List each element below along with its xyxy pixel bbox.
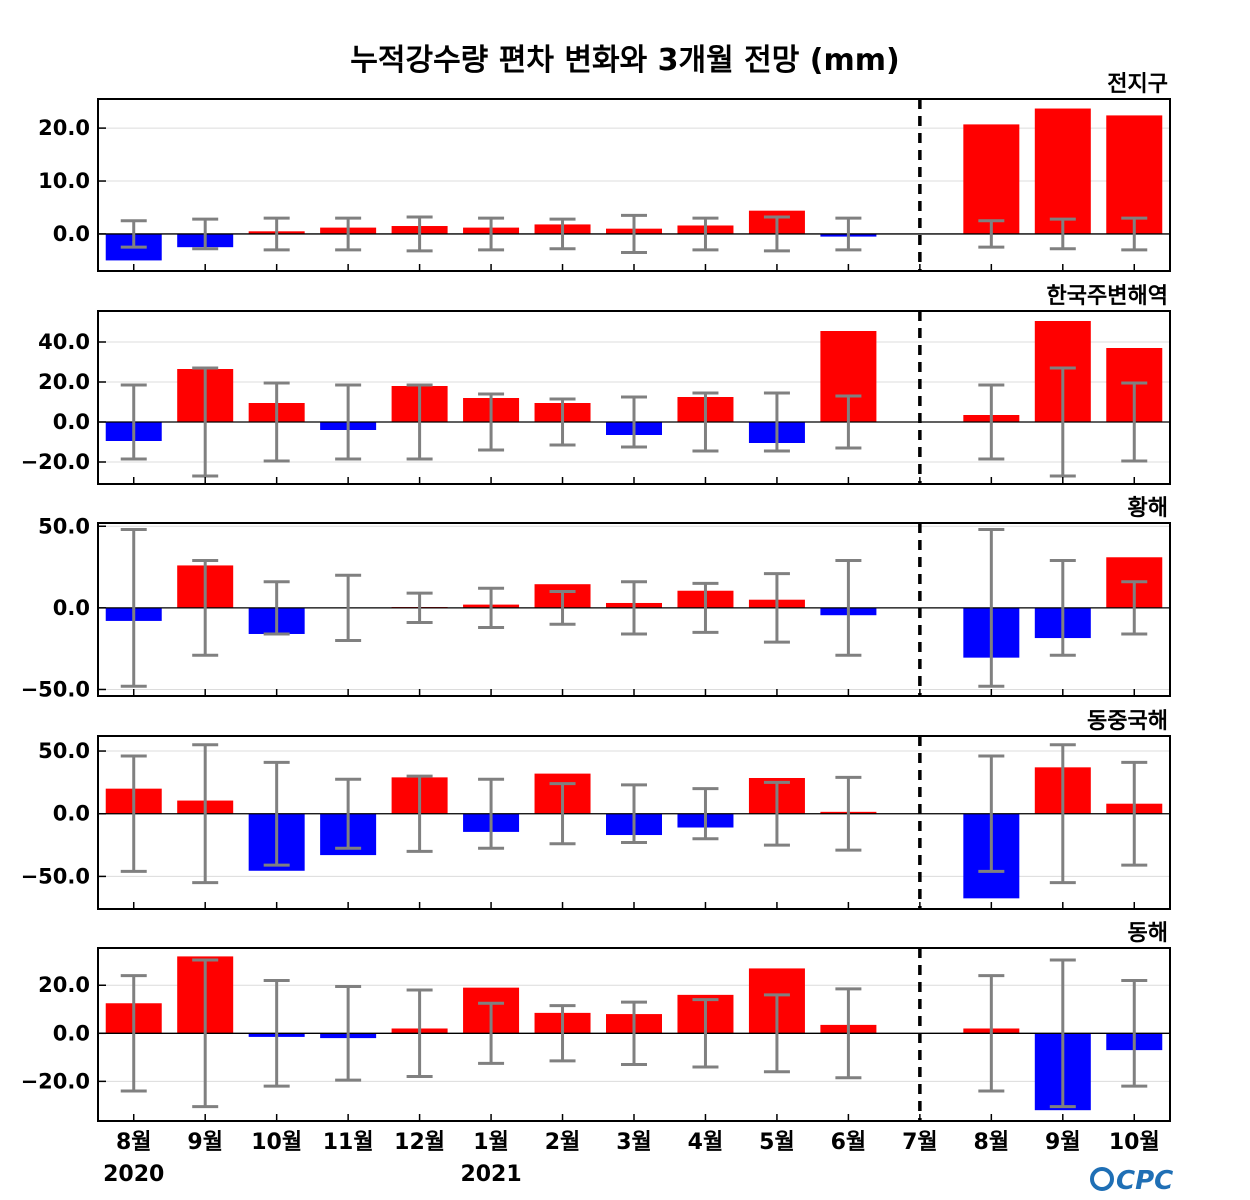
x-tick-label: 8월 (116, 1130, 152, 1155)
x-tick-label: 3월 (616, 1130, 652, 1155)
y-tick-label: 50.0 (38, 739, 90, 763)
y-tick-label: 0.0 (53, 222, 90, 246)
panel-label: 동해 (1128, 921, 1168, 946)
panel-label: 동중국해 (1087, 709, 1168, 734)
y-tick-label: 0.0 (53, 596, 90, 620)
y-tick-label: 0.0 (53, 1021, 90, 1045)
panel-label: 황해 (1128, 496, 1168, 521)
year-label: 2020 (103, 1162, 164, 1187)
y-tick-label: 20.0 (38, 116, 90, 140)
x-tick-label: 9월 (187, 1130, 223, 1155)
cpc-logo: CPC (1090, 1166, 1173, 1196)
x-tick-label: 5월 (759, 1130, 795, 1155)
y-tick-label: −20.0 (21, 450, 90, 474)
x-tick-label: 9월 (1045, 1130, 1081, 1155)
y-tick-label: 50.0 (38, 514, 90, 538)
panel-label: 전지구 (1107, 72, 1168, 97)
y-tick-label: 20.0 (38, 370, 90, 394)
y-tick-label: −50.0 (21, 677, 90, 701)
y-tick-label: 40.0 (38, 330, 90, 354)
y-tick-label: 10.0 (38, 169, 90, 193)
x-tick-label: 11월 (323, 1130, 374, 1155)
y-tick-label: 20.0 (38, 973, 90, 997)
x-tick-label: 1월 (473, 1130, 509, 1155)
bar (1106, 115, 1163, 234)
y-tick-label: 0.0 (53, 802, 90, 826)
y-tick-label: −50.0 (21, 864, 90, 888)
year-label: 2021 (460, 1162, 521, 1187)
x-tick-label: 2월 (545, 1130, 581, 1155)
x-tick-label: 7월 (902, 1130, 938, 1155)
y-tick-label: −20.0 (21, 1069, 90, 1093)
bar (1034, 108, 1091, 234)
panel-label: 한국주변해역 (1047, 284, 1168, 309)
x-tick-label: 4월 (688, 1130, 724, 1155)
chart-title: 누적강수량 편차 변화와 3개월 전망 (mm) (350, 43, 899, 78)
x-tick-label: 10월 (1109, 1130, 1160, 1155)
x-tick-label: 6월 (831, 1130, 867, 1155)
logo-ring-icon (1090, 1167, 1114, 1191)
y-tick-label: 0.0 (53, 410, 90, 434)
logo-text: CPC (1116, 1166, 1173, 1196)
x-tick-label: 12월 (394, 1130, 445, 1155)
bar (963, 124, 1020, 234)
x-tick-label: 10월 (251, 1130, 302, 1155)
x-tick-label: 8월 (974, 1130, 1010, 1155)
